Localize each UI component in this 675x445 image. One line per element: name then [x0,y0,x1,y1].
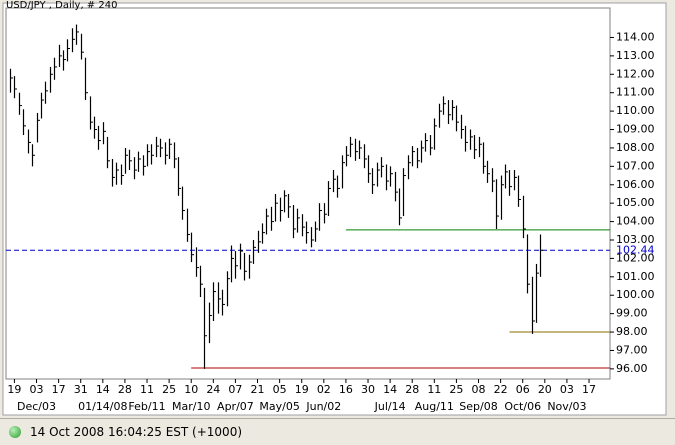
y-tick-label: 103.00 [616,233,655,246]
y-tick-label: 110.00 [616,104,655,117]
chart-title: USD/JPY , Daily, # 240 [6,0,117,11]
x-tick-sublabel: Jun/02 [305,400,341,413]
x-tick-label: 31 [74,383,88,396]
x-tick-label: 14 [96,383,110,396]
y-tick-label: 113.00 [616,49,655,62]
y-tick-label: 105.00 [616,196,655,209]
x-tick-label: 03 [30,383,44,396]
y-tick-label: 100.00 [616,288,655,301]
y-tick-label: 106.00 [616,178,655,191]
chart: USD/JPY , Daily, # 240 96.00 97.00 98.00 99… [2,0,667,416]
y-tick-label: 111.00 [616,86,655,99]
x-tick-label: 05 [273,383,287,396]
y-tick-label: 99.00 [616,307,648,320]
x-tick-label: 08 [472,383,486,396]
x-tick-label: 19 [295,383,309,396]
x-tick-label: 11 [140,383,154,396]
x-tick-label: 14 [383,383,397,396]
last-price-label: 102.44 [616,243,655,256]
x-tick-label: 02 [317,383,331,396]
y-tick-label: 108.00 [616,141,655,154]
x-tick-label: 20 [538,383,552,396]
x-tick-label: 25 [449,383,463,396]
x-tick-sublabel: Mar/10 [172,400,210,413]
x-tick-label: 28 [118,383,132,396]
y-tick-label: 96.00 [616,362,648,375]
x-tick-sublabel: Sep/08 [459,400,497,413]
x-tick-label: 17 [52,383,66,396]
x-tick-sublabel: 01/14/08 [78,400,127,413]
x-tick-label: 03 [560,383,574,396]
x-tick-label: 17 [582,383,596,396]
x-tick-label: 07 [228,383,242,396]
x-tick-sublabel: Nov/03 [547,400,586,413]
x-tick-label: 22 [494,383,508,396]
y-tick-label: 112.00 [616,67,655,80]
y-tick-label: 97.00 [616,343,648,356]
x-tick-label: 30 [361,383,375,396]
y-tick-label: 104.00 [616,215,655,228]
plot-area [5,7,611,380]
x-tick-sublabel: Apr/07 [217,400,254,413]
status-bar: 14 Oct 2008 16:04:25 EST (+1000) [0,418,675,445]
x-tick-sublabel: Aug/11 [415,400,454,413]
y-tick-label: 98.00 [616,325,648,338]
x-tick-label: 25 [162,383,176,396]
x-tick-label: 11 [427,383,441,396]
x-tick-label: 06 [516,383,530,396]
x-tick-label: 21 [251,383,265,396]
x-tick-label: 16 [339,383,353,396]
x-tick-sublabel: Oct/06 [504,400,541,413]
y-tick-label: 114.00 [616,30,655,43]
x-tick-label: 24 [206,383,220,396]
x-tick-sublabel: Feb/11 [128,400,165,413]
status-text: 14 Oct 2008 16:04:25 EST (+1000) [30,425,243,439]
y-tick-label: 107.00 [616,159,655,172]
y-tick-label: 102.00 [616,251,655,264]
y-tick-label: 109.00 [616,123,655,136]
x-tick-label: 28 [405,383,419,396]
x-tick-label: 19 [7,383,21,396]
x-tick-sublabel: Dec/03 [17,400,56,413]
x-tick-label: 10 [184,383,198,396]
y-tick-label: 101.00 [616,270,655,283]
x-tick-sublabel: May/05 [259,400,299,413]
status-indicator [9,426,21,438]
x-tick-sublabel: Jul/14 [374,400,406,413]
